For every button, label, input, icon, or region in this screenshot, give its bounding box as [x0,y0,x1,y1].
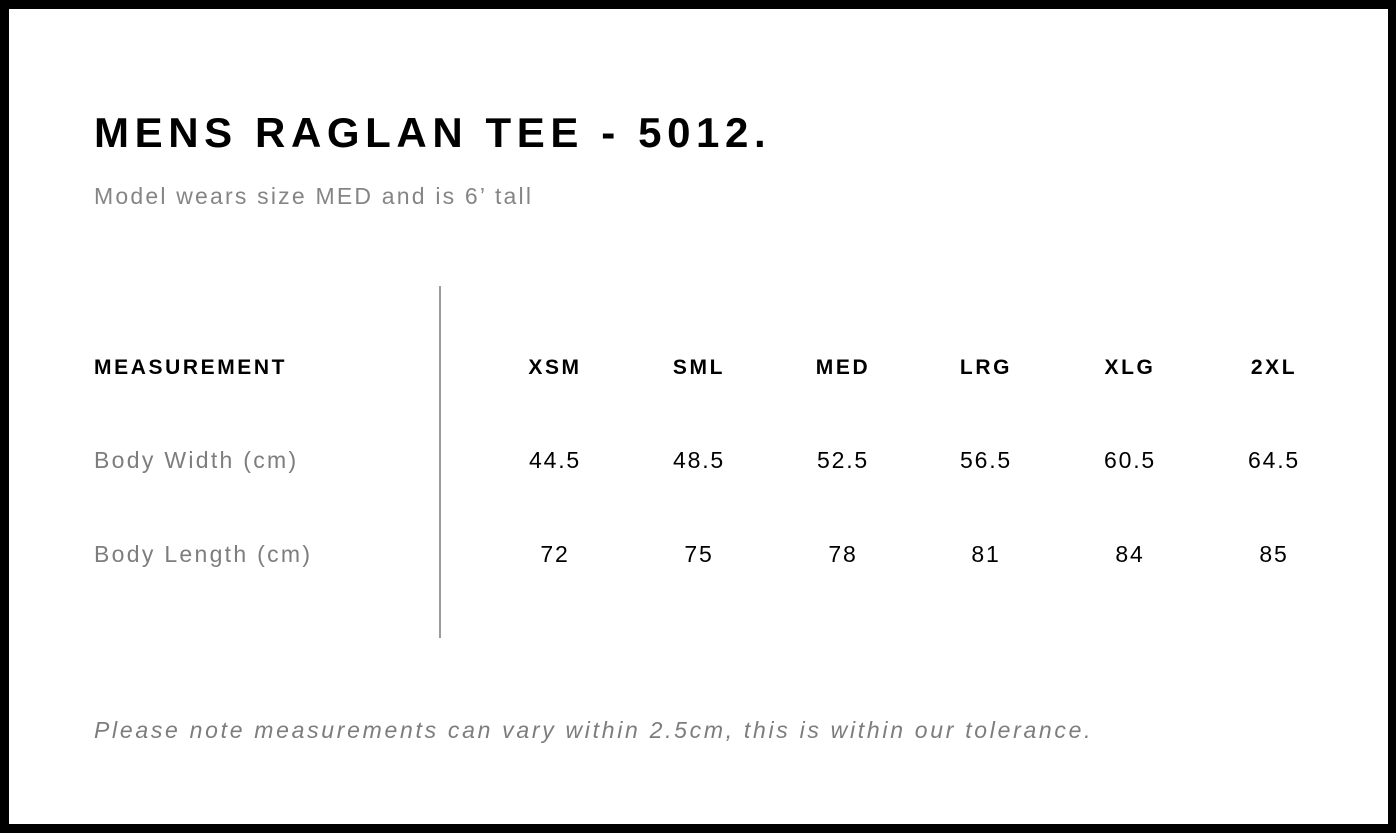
header-size: MED [815,356,871,379]
header-size: XSM [528,356,582,379]
table-cell: 56.5 [960,447,1012,473]
row-label: Body Width (cm) [94,447,299,473]
table-cell: 52.5 [817,447,869,473]
header-measurement: MEASUREMENT [94,356,288,379]
table-cell: 64.5 [1248,447,1300,473]
table-cell: 75 [684,541,714,567]
header-size: LRG [959,356,1013,379]
table-cell: 85 [1259,541,1289,567]
table-cell: 84 [1115,541,1145,567]
table-cell: 44.5 [529,447,581,473]
subtitle: Model wears size MED and is 6’ tall [94,183,534,209]
tolerance-note: Please note measurements can vary within… [94,717,1094,743]
page-title: MENS RAGLAN TEE - 5012. [94,109,772,156]
table-cell: 60.5 [1104,447,1156,473]
table-cell: 48.5 [673,447,725,473]
column-divider [439,286,441,638]
header-size: 2XL [1250,356,1298,379]
table-cell: 81 [971,541,1001,567]
table-cell: 78 [828,541,858,567]
row-label: Body Length (cm) [94,541,313,567]
header-size: SML [672,356,726,379]
table-cell: 72 [540,541,570,567]
size-chart-card: MENS RAGLAN TEE - 5012. Model wears size… [9,9,1388,824]
header-size: XLG [1104,356,1156,379]
